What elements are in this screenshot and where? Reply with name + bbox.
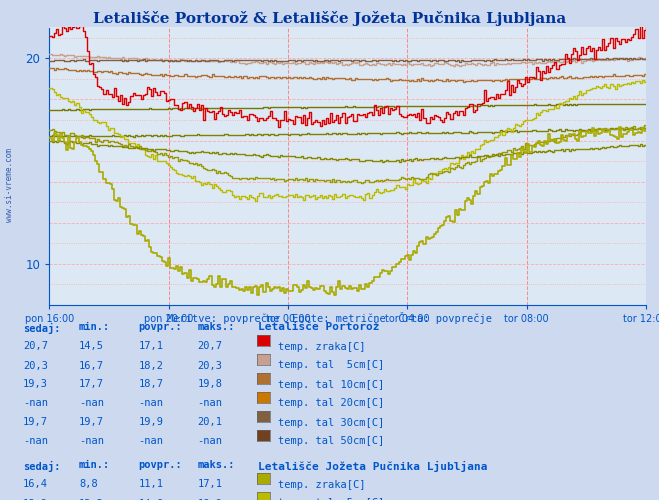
Text: povpr.:: povpr.: (138, 322, 182, 332)
Text: temp. tal 10cm[C]: temp. tal 10cm[C] (278, 380, 384, 390)
Text: -nan: -nan (138, 398, 163, 408)
Text: 20,7: 20,7 (198, 342, 223, 351)
Text: 17,7: 17,7 (79, 380, 104, 390)
Text: temp. tal 30cm[C]: temp. tal 30cm[C] (278, 418, 384, 428)
Text: 20,3: 20,3 (198, 360, 223, 370)
Text: Letališče Portorož: Letališče Portorož (258, 322, 380, 332)
Text: 8,8: 8,8 (79, 480, 98, 490)
Text: Meritve: povprečne  Enote: metrične  Črta: povprečje: Meritve: povprečne Enote: metrične Črta:… (167, 312, 492, 324)
Text: 19,3: 19,3 (23, 380, 48, 390)
Text: temp. tal  5cm[C]: temp. tal 5cm[C] (278, 360, 384, 370)
Text: 18,2: 18,2 (138, 360, 163, 370)
Text: 19,7: 19,7 (79, 418, 104, 428)
Text: temp. tal  5cm[C]: temp. tal 5cm[C] (278, 498, 384, 500)
Text: www.si-vreme.com: www.si-vreme.com (5, 148, 14, 222)
Text: -nan: -nan (79, 398, 104, 408)
Text: Letališče Jožeta Pučnika Ljubljana: Letališče Jožeta Pučnika Ljubljana (258, 460, 488, 471)
Text: povpr.:: povpr.: (138, 460, 182, 470)
Text: maks.:: maks.: (198, 460, 235, 470)
Text: 18,9: 18,9 (23, 498, 48, 500)
Text: 17,1: 17,1 (198, 480, 223, 490)
Text: 14,5: 14,5 (79, 342, 104, 351)
Text: Letališče Portorož & Letališče Jožeta Pučnika Ljubljana: Letališče Portorož & Letališče Jožeta Pu… (93, 11, 566, 26)
Text: 18,9: 18,9 (198, 498, 223, 500)
Text: 14,6: 14,6 (138, 498, 163, 500)
Text: 19,7: 19,7 (23, 418, 48, 428)
Text: -nan: -nan (79, 436, 104, 446)
Text: 20,3: 20,3 (23, 360, 48, 370)
Text: 16,4: 16,4 (23, 480, 48, 490)
Text: temp. tal 20cm[C]: temp. tal 20cm[C] (278, 398, 384, 408)
Text: 13,3: 13,3 (79, 498, 104, 500)
Text: 19,9: 19,9 (138, 418, 163, 428)
Text: -nan: -nan (198, 398, 223, 408)
Text: -nan: -nan (198, 436, 223, 446)
Text: -nan: -nan (138, 436, 163, 446)
Text: temp. zraka[C]: temp. zraka[C] (278, 480, 366, 490)
Text: 20,7: 20,7 (23, 342, 48, 351)
Text: sedaj:: sedaj: (23, 460, 61, 471)
Text: temp. zraka[C]: temp. zraka[C] (278, 342, 366, 351)
Text: -nan: -nan (23, 436, 48, 446)
Text: min.:: min.: (79, 460, 110, 470)
Text: 20,1: 20,1 (198, 418, 223, 428)
Text: 17,1: 17,1 (138, 342, 163, 351)
Text: sedaj:: sedaj: (23, 322, 61, 334)
Text: 19,8: 19,8 (198, 380, 223, 390)
Text: temp. tal 50cm[C]: temp. tal 50cm[C] (278, 436, 384, 446)
Text: 11,1: 11,1 (138, 480, 163, 490)
Text: min.:: min.: (79, 322, 110, 332)
Text: maks.:: maks.: (198, 322, 235, 332)
Text: 16,7: 16,7 (79, 360, 104, 370)
Text: -nan: -nan (23, 398, 48, 408)
Text: 18,7: 18,7 (138, 380, 163, 390)
